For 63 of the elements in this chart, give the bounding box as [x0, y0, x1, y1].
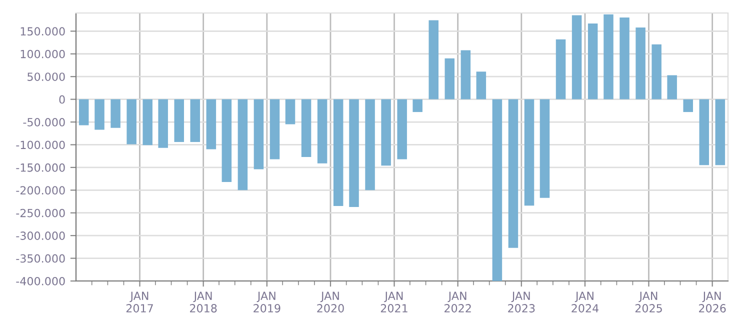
- y-tick-label: 0: [59, 95, 65, 104]
- bar: [476, 72, 486, 100]
- bar: [206, 99, 216, 150]
- y-tick-label: 150.000: [20, 27, 65, 36]
- bar: [524, 99, 534, 206]
- y-tick-label: -350.000: [16, 254, 65, 263]
- bar: [349, 99, 359, 207]
- bar: [715, 99, 726, 166]
- bar: [142, 99, 152, 146]
- y-tick-label: -300.000: [16, 232, 65, 240]
- bar: [652, 44, 662, 100]
- bar: [699, 99, 710, 166]
- x-tick-label: JAN 2018: [190, 292, 217, 312]
- bar: [238, 99, 248, 190]
- bar: [572, 15, 582, 100]
- x-tick-label: JAN 2023: [508, 292, 535, 312]
- y-tick-label: 50.000: [28, 72, 65, 81]
- bar: [190, 99, 200, 142]
- bar: [397, 99, 407, 160]
- bar: [540, 99, 550, 198]
- bar: [333, 99, 344, 206]
- bar: [588, 23, 598, 100]
- y-tick-label: -150.000: [16, 163, 65, 172]
- bar: [158, 99, 168, 148]
- bar: [508, 99, 518, 248]
- x-tick-label: JAN 2022: [444, 292, 471, 312]
- y-tick-label: -250.000: [16, 208, 65, 218]
- bar: [270, 99, 280, 160]
- bar: [78, 99, 89, 126]
- bar: [667, 75, 677, 100]
- bar: [492, 99, 502, 281]
- bar: [428, 20, 438, 100]
- bar: [126, 99, 136, 144]
- bar: [222, 99, 232, 182]
- x-tick-label: JAN 2024: [572, 292, 599, 312]
- bar: [94, 99, 104, 130]
- bar: [301, 99, 312, 157]
- y-tick-label: -50.000: [23, 118, 65, 126]
- bar: [381, 99, 391, 166]
- y-tick-label: -100.000: [16, 140, 65, 150]
- bar: [460, 50, 471, 100]
- bar: [110, 99, 120, 128]
- bar: [254, 99, 264, 170]
- bar: [412, 99, 422, 112]
- x-tick-label: JAN 2025: [635, 292, 662, 312]
- x-tick-label: JAN 2019: [254, 292, 280, 312]
- y-tick-label: -400.000: [16, 276, 65, 286]
- bar: [317, 99, 328, 164]
- bar: [365, 99, 375, 190]
- y-tick-label: -200.000: [16, 186, 65, 195]
- x-tick-label: JAN 2026: [699, 292, 726, 312]
- bar: [604, 14, 614, 100]
- bar: [174, 99, 184, 142]
- x-tick-label: JAN 2017: [126, 292, 153, 312]
- x-tick-label: JAN 2021: [380, 292, 408, 312]
- x-tick-label: JAN 2020: [317, 292, 344, 312]
- y-tick-label: 100.000: [20, 50, 65, 58]
- bar: [556, 39, 566, 100]
- bar: [683, 99, 693, 112]
- bar: [444, 58, 455, 100]
- bar: [620, 18, 630, 100]
- bar: [285, 99, 296, 124]
- bar: [636, 28, 646, 100]
